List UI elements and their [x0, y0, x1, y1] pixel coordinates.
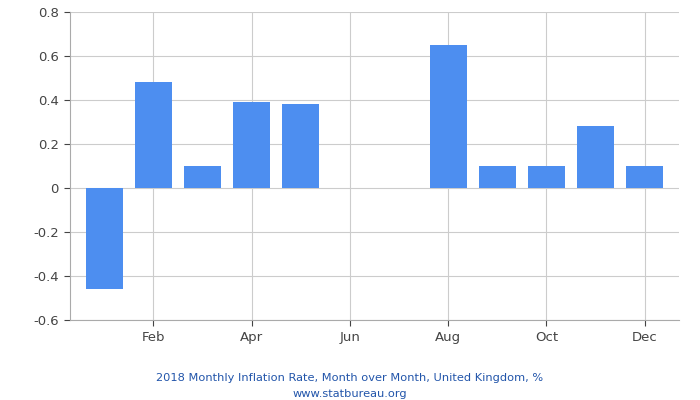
Bar — [233, 102, 270, 188]
Text: 2018 Monthly Inflation Rate, Month over Month, United Kingdom, %: 2018 Monthly Inflation Rate, Month over … — [156, 373, 544, 383]
Bar — [577, 126, 614, 188]
Bar — [135, 82, 172, 188]
Bar — [430, 45, 467, 188]
Bar — [626, 166, 663, 188]
Bar — [282, 104, 319, 188]
Bar — [479, 166, 516, 188]
Bar — [86, 188, 122, 289]
Bar — [184, 166, 221, 188]
Text: www.statbureau.org: www.statbureau.org — [293, 389, 407, 399]
Bar — [528, 166, 565, 188]
